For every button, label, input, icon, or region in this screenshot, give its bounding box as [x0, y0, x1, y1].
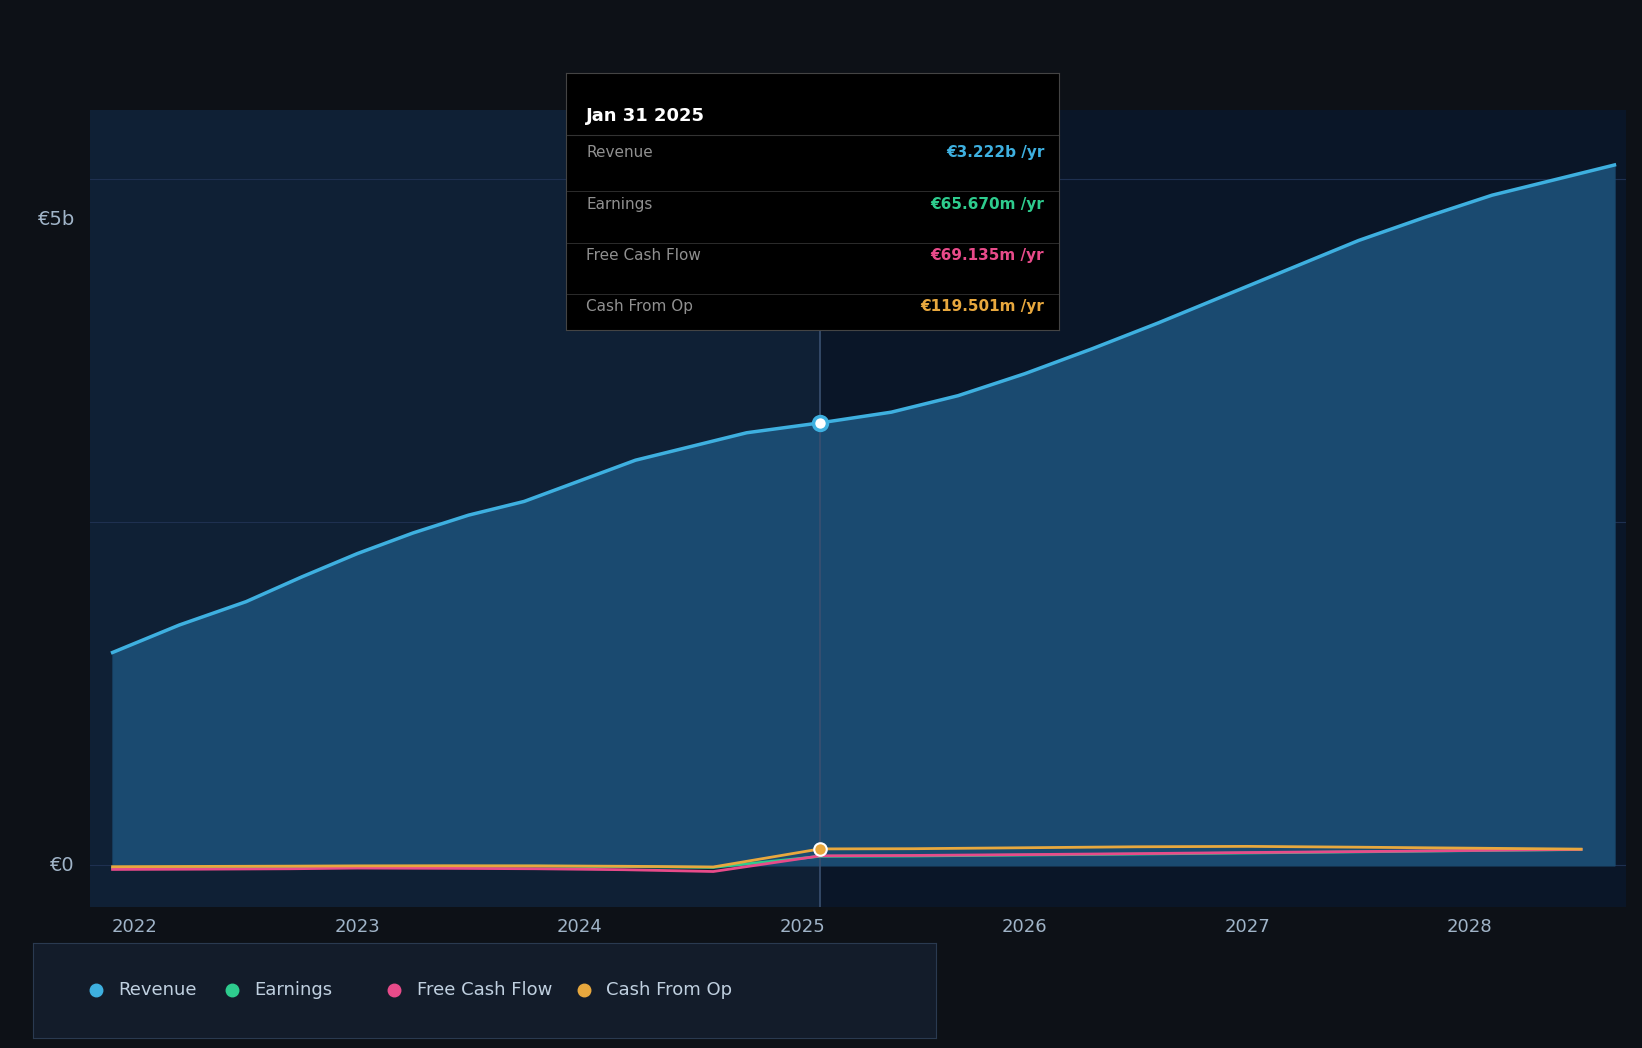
Text: Free Cash Flow: Free Cash Flow [417, 981, 552, 1000]
Bar [819, 110, 1626, 907]
Text: Analysts Forecasts: Analysts Forecasts [828, 146, 982, 163]
Text: €3.222b /yr: €3.222b /yr [946, 146, 1044, 160]
Text: Jan 31 2025: Jan 31 2025 [586, 107, 704, 125]
Text: Cash From Op: Cash From Op [606, 981, 732, 1000]
Text: Earnings: Earnings [586, 197, 652, 212]
Text: €69.135m /yr: €69.135m /yr [931, 248, 1044, 263]
Text: Free Cash Flow: Free Cash Flow [586, 248, 701, 263]
Text: €5b: €5b [38, 211, 76, 230]
Text: €65.670m /yr: €65.670m /yr [931, 197, 1044, 212]
Text: Revenue: Revenue [586, 146, 654, 160]
Bar [90, 110, 819, 907]
Text: €119.501m /yr: €119.501m /yr [921, 300, 1044, 314]
Text: Revenue: Revenue [118, 981, 197, 1000]
Text: Earnings: Earnings [255, 981, 332, 1000]
Text: Past: Past [778, 146, 813, 163]
Text: €0: €0 [51, 856, 76, 875]
Text: Cash From Op: Cash From Op [586, 300, 693, 314]
